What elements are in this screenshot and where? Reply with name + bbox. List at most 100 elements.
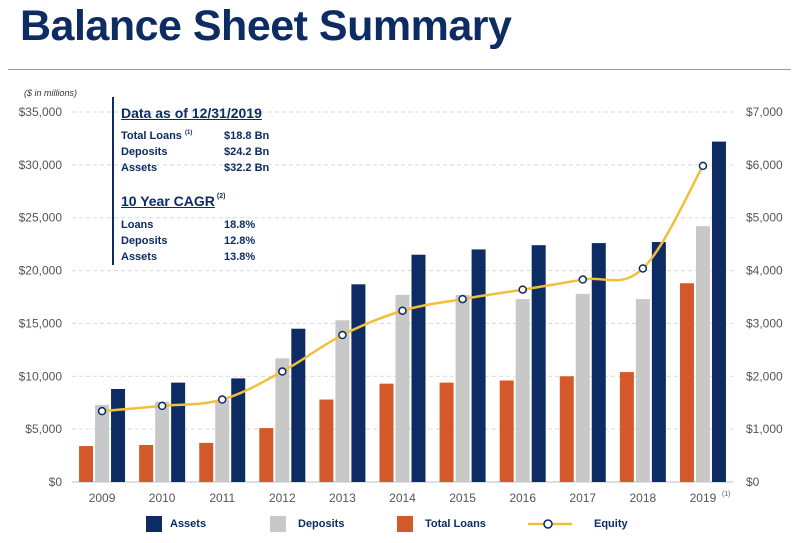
callout-row-total-loans: Total Loans (1) $18.8 Bn xyxy=(121,130,281,142)
callout-label: Loans xyxy=(121,219,154,231)
left-axis-tick-label: $5,000 xyxy=(25,422,62,436)
callout-row-loans-cagr: Loans 18.8% xyxy=(121,219,281,231)
callout-heading-data-as-of: Data as of 12/31/2019 xyxy=(121,105,262,121)
callout-label: Deposits xyxy=(121,235,168,247)
legend-label: Equity xyxy=(594,518,628,530)
callout-row-deposits: Deposits $24.2 Bn xyxy=(121,146,281,158)
x-axis-tick-label: 2018 xyxy=(630,491,657,505)
bar-deposits xyxy=(275,358,290,482)
equity-point xyxy=(458,294,467,304)
x-axis-tick-label: 2012 xyxy=(269,491,296,505)
bar-deposits xyxy=(575,293,590,482)
x-axis-tick-label: 2019 xyxy=(690,491,717,505)
equity-point xyxy=(638,264,648,273)
bar-total-loans xyxy=(679,283,694,482)
callout-label: Total Loans xyxy=(121,130,182,142)
callout-heading-cagr: 10 Year CAGR (2) xyxy=(121,193,225,209)
bar-total-loans xyxy=(559,376,574,482)
x-axis-tick-label: 2010 xyxy=(149,491,176,505)
x-axis-tick-label: 2011 xyxy=(209,491,235,505)
bar-assets xyxy=(171,382,186,482)
bar-assets xyxy=(651,242,666,482)
bar-total-loans xyxy=(619,372,634,482)
callout-value: $24.2 Bn xyxy=(224,146,270,158)
bar-assets xyxy=(531,245,546,482)
right-axis-tick-label: $2,000 xyxy=(746,369,783,383)
x-axis-tick-label: 2014 xyxy=(389,491,416,505)
x-axis-tick-label: 2015 xyxy=(449,491,476,505)
left-axis-tick-label: $35,000 xyxy=(19,105,63,119)
legend-swatch-total-loans xyxy=(397,516,413,532)
bar-deposits xyxy=(515,299,530,482)
x-axis-tick-label: 2016 xyxy=(509,491,536,505)
bar-assets xyxy=(291,328,306,482)
x-axis-tick-label: 2017 xyxy=(569,491,596,505)
equity-point xyxy=(698,161,708,171)
callout-value: $32.2 Bn xyxy=(224,162,270,174)
callout-value: $18.8 Bn xyxy=(224,130,270,142)
equity-point xyxy=(278,367,287,376)
bar-assets xyxy=(111,388,126,482)
callout-value: 12.8% xyxy=(224,235,256,247)
legend-label: Total Loans xyxy=(425,518,486,530)
bar-deposits xyxy=(215,399,230,482)
bar-total-loans xyxy=(499,380,514,482)
legend-swatch-deposits xyxy=(270,516,286,532)
callout-heading-cagr-text: 10 Year CAGR xyxy=(121,193,215,209)
left-axis-tick-label: $15,000 xyxy=(19,316,63,330)
x-axis-tick-label: 2013 xyxy=(329,491,356,505)
left-axis-tick-label: $0 xyxy=(49,475,63,489)
bar-assets xyxy=(471,249,486,482)
bar-deposits xyxy=(155,401,170,482)
legend-label: Assets xyxy=(170,518,207,530)
right-axis-tick-label: $5,000 xyxy=(746,211,783,225)
right-axis-tick-label: $6,000 xyxy=(746,158,783,172)
bar-deposits xyxy=(395,294,410,482)
equity-point xyxy=(518,285,527,294)
callout-row-assets-cagr: Assets 13.8% xyxy=(121,251,281,263)
page-title: Balance Sheet Summary xyxy=(20,2,512,50)
callout-label: Assets xyxy=(121,251,158,263)
x-axis-tick-label: 2009 xyxy=(89,491,116,505)
right-axis-tick-label: $1,000 xyxy=(746,422,783,436)
bar-assets xyxy=(591,243,606,482)
left-axis-tick-label: $25,000 xyxy=(19,211,63,225)
equity-point xyxy=(338,330,347,340)
title-divider xyxy=(8,69,791,70)
right-axis-tick-label: $7,000 xyxy=(746,105,783,119)
bar-total-loans xyxy=(139,445,154,482)
callout-value: 13.8% xyxy=(224,251,256,263)
callout-footnote: (1) xyxy=(184,130,193,136)
left-axis-tick-label: $10,000 xyxy=(19,369,63,383)
data-callout: Data as of 12/31/2019 Total Loans (1) $1… xyxy=(112,97,284,265)
bar-deposits xyxy=(635,299,650,482)
bar-assets xyxy=(351,284,366,482)
bar-total-loans xyxy=(439,382,454,482)
units-note: ($ in millions) xyxy=(24,88,78,98)
equity-point xyxy=(398,306,407,315)
left-axis-tick-label: $30,000 xyxy=(19,158,63,172)
bar-assets xyxy=(231,378,246,482)
bar-assets xyxy=(711,141,726,482)
bar-total-loans xyxy=(259,428,274,482)
callout-label: Deposits xyxy=(121,146,168,158)
right-axis-tick-label: $4,000 xyxy=(746,264,783,278)
equity-point xyxy=(578,275,588,284)
bar-total-loans xyxy=(79,446,94,482)
legend-swatch-assets xyxy=(146,516,162,532)
x-axis-footnote: (1) xyxy=(722,491,731,498)
callout-value: 18.8% xyxy=(224,219,256,231)
bar-deposits xyxy=(95,404,110,482)
callout-row-assets: Assets $32.2 Bn xyxy=(121,162,281,174)
equity-point xyxy=(97,406,107,416)
bar-assets xyxy=(411,254,426,482)
callout-row-deposits-cagr: Deposits 12.8% xyxy=(121,235,281,247)
left-axis-tick-label: $20,000 xyxy=(19,264,63,278)
callout-label: Assets xyxy=(121,162,158,174)
right-axis-tick-label: $3,000 xyxy=(746,316,783,330)
bar-total-loans xyxy=(199,442,214,482)
equity-point xyxy=(217,395,227,404)
callout-footnote: (2) xyxy=(216,193,226,200)
bar-deposits xyxy=(455,294,470,482)
